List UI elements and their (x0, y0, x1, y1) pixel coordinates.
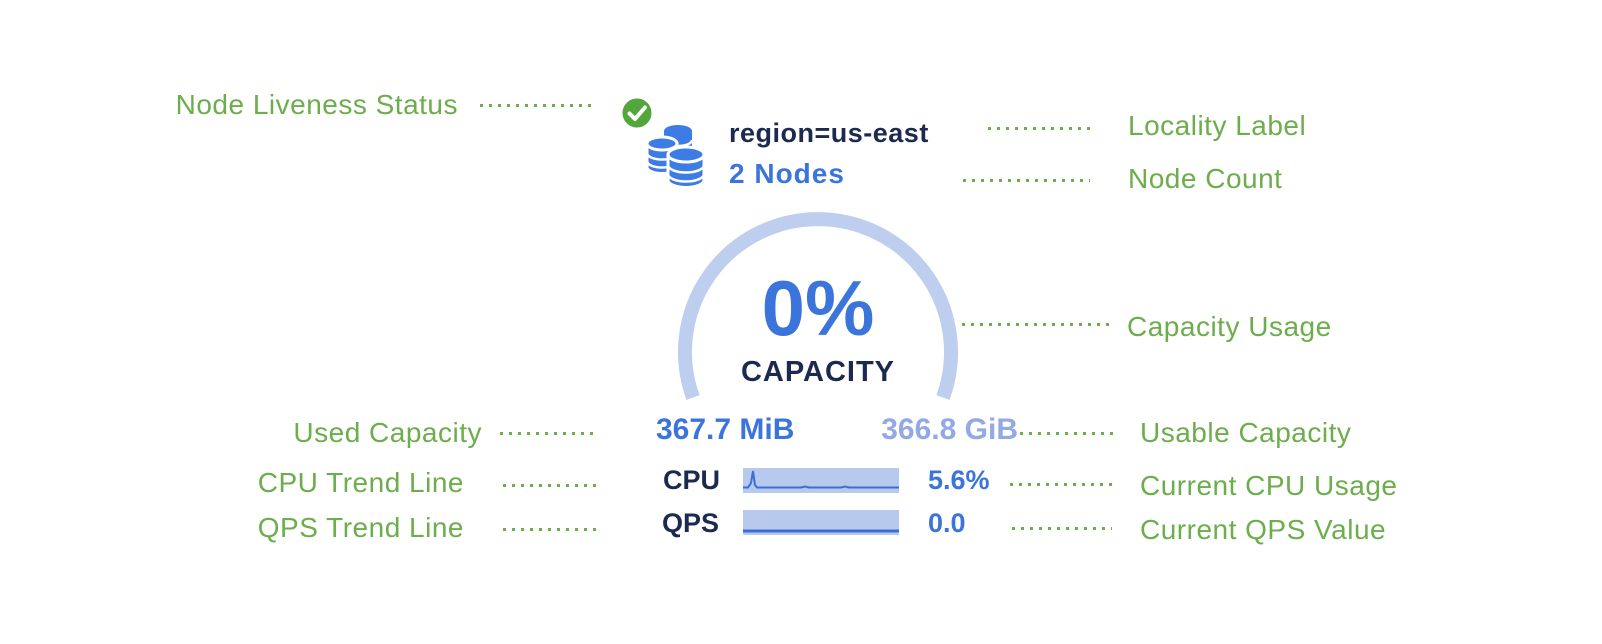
annotation-cpu-trend-line: CPU Trend Line (257, 467, 464, 498)
leader-line-current-cpu (1010, 483, 1113, 486)
annotation-current-qps-value: Current QPS Value (1140, 514, 1387, 545)
leader-line-node-liveness (480, 104, 596, 107)
annotation-qps-trend-line: QPS Trend Line (257, 512, 464, 543)
leader-line-locality (988, 127, 1090, 130)
annotation-locality-label: Locality Label (1128, 110, 1307, 141)
leader-line-cpu-trend (503, 484, 597, 487)
annotation-current-cpu-usage: Current CPU Usage (1140, 470, 1398, 501)
capacity-caption: CAPACITY (740, 356, 896, 388)
annotation-node-liveness-status: Node Liveness Status (175, 89, 458, 120)
qps-value: 0.0 (928, 508, 966, 538)
annotation-node-count: Node Count (1128, 163, 1283, 194)
capacity-usage-percent: 0% (761, 264, 875, 352)
qps-trend-sparkline (743, 510, 899, 535)
annotation-usable-capacity: Usable Capacity (1140, 417, 1352, 448)
leader-line-qps-trend (503, 528, 597, 531)
used-capacity-value: 367.7 MiB (656, 413, 795, 446)
annotation-capacity-usage: Capacity Usage (1127, 311, 1332, 342)
leader-line-node-count (963, 179, 1090, 182)
node-count-value: 2 Nodes (729, 158, 845, 189)
leader-line-current-qps (1012, 527, 1112, 530)
cpu-metric-label: CPU (663, 465, 721, 495)
annotation-used-capacity: Used Capacity (293, 417, 482, 448)
leader-line-usable-capacity (1020, 432, 1117, 435)
usable-capacity-value: 366.8 GiB (881, 413, 1018, 446)
locality-label-value: region=us-east (729, 118, 929, 148)
cpu-usage-value: 5.6% (928, 465, 990, 495)
cpu-trend-sparkline (743, 468, 899, 493)
capacity-gauge-arc (678, 212, 958, 400)
qps-metric-label: QPS (662, 508, 720, 538)
node-liveness-check-icon (620, 96, 654, 130)
leader-line-capacity-usage (962, 323, 1110, 326)
leader-line-used-capacity (500, 432, 597, 435)
database-nodes-icon (645, 125, 706, 189)
